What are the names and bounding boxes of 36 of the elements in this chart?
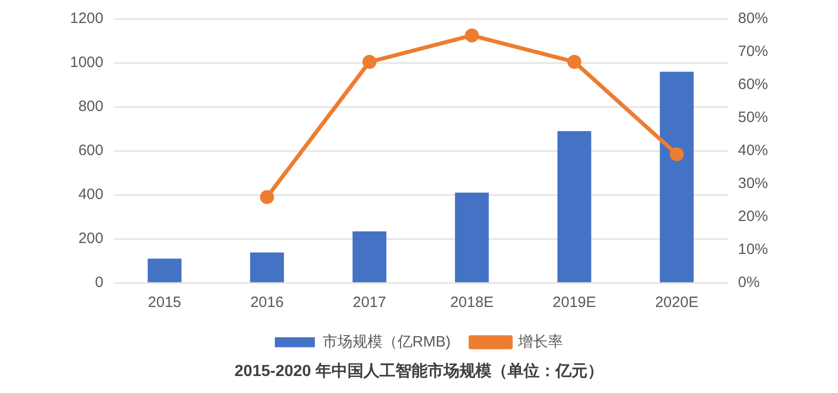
bar [352, 231, 386, 282]
point [567, 54, 582, 69]
y2-tick-label: 20% [738, 208, 768, 225]
y2-tick-label: 50% [738, 109, 768, 126]
bar [660, 72, 694, 282]
y2-tick-label: 30% [738, 175, 768, 192]
bar [557, 131, 592, 282]
legend-label: 市场规模（亿RMB) [322, 333, 451, 350]
y2-tick-label: 80% [738, 10, 768, 28]
y2-tick-label: 60% [738, 76, 768, 94]
y2-tick-label: 70% [738, 43, 768, 60]
y-tick-label: 600 [78, 142, 104, 160]
x-tick-label: 2015 [148, 294, 182, 311]
bar [148, 258, 182, 282]
x-tick-label: 2017 [352, 294, 386, 311]
bar [454, 192, 489, 282]
x-tick-label: 2019E [552, 294, 596, 311]
y2-tick-label: 40% [738, 142, 768, 160]
y-tick-label: 400 [78, 186, 104, 204]
x-tick-label: 2018E [450, 294, 494, 311]
point [362, 54, 376, 69]
text: 2015-2020 年中国人工智能市场规模（单位：亿元） [234, 362, 604, 380]
point [464, 28, 479, 42]
y-tick-label: 0 [95, 274, 104, 291]
x-tick-label: 2020E [655, 294, 698, 311]
y-tick-label: 800 [78, 98, 104, 116]
y-tick-label: 1200 [70, 10, 104, 28]
legend-label: 增长率 [517, 333, 564, 350]
bar [250, 252, 284, 282]
y-tick-label: 1000 [70, 54, 104, 72]
point [670, 147, 684, 162]
y-tick-label: 200 [78, 230, 104, 247]
x-tick-label: 2016 [250, 294, 284, 311]
y2-tick-label: 0% [738, 274, 760, 291]
point [260, 190, 274, 204]
y2-tick-label: 10% [738, 240, 768, 258]
